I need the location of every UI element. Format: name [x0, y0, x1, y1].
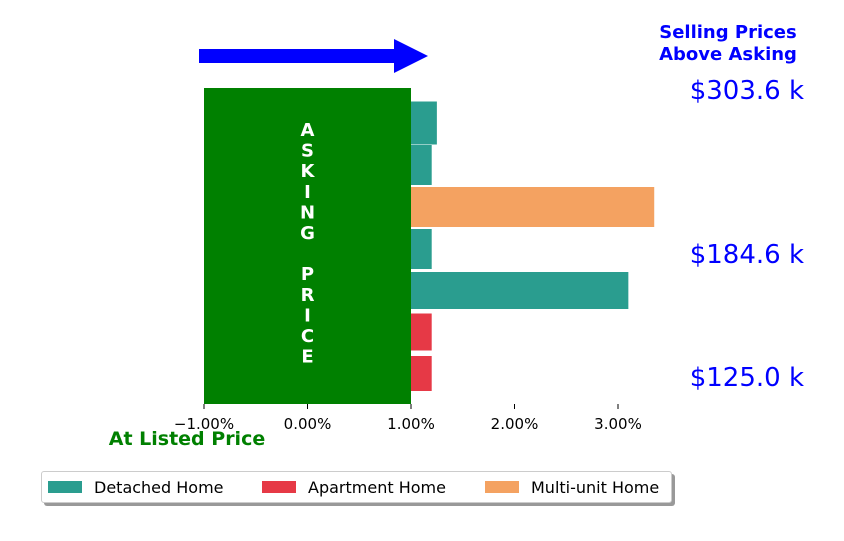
- legend-item-detached: Detached Home: [48, 478, 224, 497]
- bar-detached-home-1: [411, 145, 432, 185]
- asking-price-letter-10: C: [301, 326, 314, 347]
- legend-swatch-detached: [48, 481, 82, 493]
- asking-price-letter-3: I: [304, 182, 311, 203]
- price-label-mid: $184.6 k: [690, 240, 804, 270]
- legend-label-multiunit: Multi-unit Home: [531, 477, 660, 497]
- legend-label-apartment: Apartment Home: [308, 477, 446, 497]
- price-label-low: $125.0 k: [690, 363, 804, 393]
- price-label-high: $303.6 k: [690, 76, 804, 106]
- legend-item-apartment: Apartment Home: [262, 478, 446, 497]
- x-tick-label-2: 1.00%: [387, 415, 435, 433]
- x-tick-label-0: −1.00%: [174, 415, 234, 433]
- bar-detached-home-4: [411, 272, 629, 309]
- asking-price-letter-0: A: [301, 120, 315, 141]
- x-tick-label-1: 0.00%: [284, 415, 332, 433]
- bars-layer: [411, 101, 655, 391]
- asking-price-letter-1: S: [301, 141, 314, 162]
- bar-detached-home-0: [411, 101, 437, 145]
- legend-swatch-apartment: [262, 481, 296, 493]
- x-axis: −1.00% 0.00% 1.00% 2.00% 3.00%: [174, 404, 642, 433]
- asking-price-letter-9: I: [304, 305, 311, 326]
- asking-price-letter-4: N: [300, 202, 315, 223]
- bar-detached-home-3: [411, 229, 432, 269]
- asking-price-letter-11: E: [301, 347, 313, 368]
- asking-price-block: [204, 88, 411, 404]
- at-listed-price-label: At Listed Price: [109, 428, 265, 450]
- top-label-line-1: Selling Prices: [659, 22, 796, 43]
- bar-apartment-home-5: [411, 313, 432, 351]
- legend-label-detached: Detached Home: [94, 477, 224, 497]
- asking-price-letter-7: P: [301, 264, 314, 285]
- legend: Detached Home Apartment Home Multi-unit …: [41, 471, 672, 503]
- legend-item-multiunit: Multi-unit Home: [485, 478, 659, 497]
- top-label-line-2: Above Asking: [659, 44, 797, 65]
- asking-price-letter-8: R: [301, 285, 315, 306]
- bar-multi-unit-home-2: [411, 187, 655, 227]
- asking-price-letter-5: G: [300, 223, 315, 244]
- asking-price-letter-2: K: [301, 161, 316, 182]
- legend-swatch-multiunit: [485, 481, 519, 493]
- arrow-right-icon: [199, 39, 428, 73]
- x-tick-label-3: 2.00%: [491, 415, 539, 433]
- x-tick-label-4: 3.00%: [594, 415, 642, 433]
- bar-apartment-home-6: [411, 356, 432, 391]
